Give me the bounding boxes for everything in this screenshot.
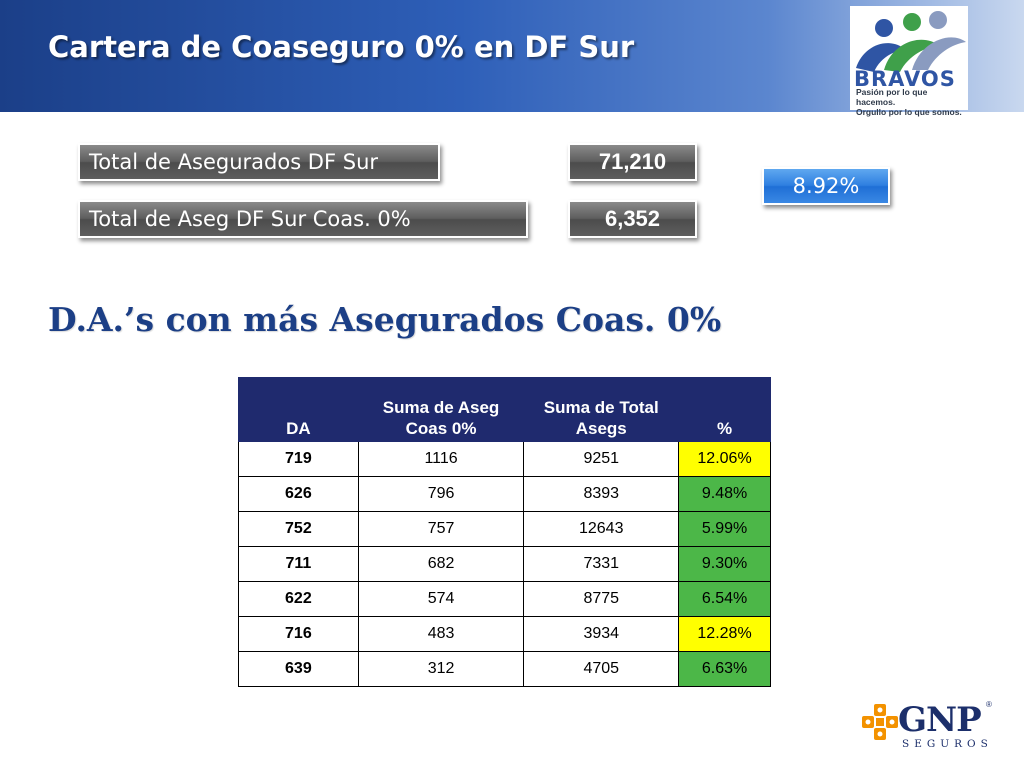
cell-coas: 574 xyxy=(357,581,525,617)
total-asegurados-value: 71,210 xyxy=(598,149,667,174)
bravos-people-icon: BRAVOS xyxy=(854,11,966,91)
total-asegurados-label: Total de Asegurados DF Sur xyxy=(89,150,379,174)
col-header-suma-total: Suma de Total Asegs xyxy=(523,377,680,442)
aseg-coas-label-box: Total de Aseg DF Sur Coas. 0% xyxy=(78,200,528,238)
cell-pct: 5.99% xyxy=(678,511,771,547)
table-header-row: DA Suma de Aseg Coas 0% Suma de Total As… xyxy=(238,377,771,442)
slide-title: Cartera de Coaseguro 0% en DF Sur xyxy=(48,30,635,64)
total-asegurados-value-box: 71,210 xyxy=(568,143,697,181)
gnp-registered-mark: ® xyxy=(986,700,992,709)
cell-total: 8393 xyxy=(523,476,680,512)
cell-coas: 757 xyxy=(357,511,525,547)
cell-da: 622 xyxy=(238,581,359,617)
aseg-coas-label: Total de Aseg DF Sur Coas. 0% xyxy=(89,207,411,231)
table-row: 716 483 3934 12.28% xyxy=(238,616,771,652)
cell-pct: 12.28% xyxy=(678,616,771,652)
gnp-seguros: SEGUROS xyxy=(902,738,993,750)
cell-total: 4705 xyxy=(523,651,680,687)
slide-header: Cartera de Coaseguro 0% en DF Sur BRAVOS… xyxy=(0,0,1024,117)
col-header-suma-total-line-1: Suma de Total xyxy=(543,398,659,417)
table-row: 626 796 8393 9.48% xyxy=(238,476,771,512)
gnp-logo: GNP ® SEGUROS xyxy=(848,686,1024,768)
col-header-suma-total-line-2: Asegs xyxy=(575,419,627,438)
table-row: 752 757 12643 5.99% xyxy=(238,511,771,547)
col-header-suma-aseg: Suma de Aseg Coas 0% xyxy=(357,377,525,442)
cell-da: 639 xyxy=(238,651,359,687)
cell-da: 752 xyxy=(238,511,359,547)
cell-coas: 796 xyxy=(357,476,525,512)
cell-da: 716 xyxy=(238,616,359,652)
cell-pct: 9.30% xyxy=(678,546,771,582)
aseg-coas-value: 6,352 xyxy=(604,206,661,231)
table-row: 711 682 7331 9.30% xyxy=(238,546,771,582)
col-header-suma-aseg-line-1: Suma de Aseg xyxy=(382,398,500,417)
table-row: 622 574 8775 6.54% xyxy=(238,581,771,617)
aseg-coas-value-box: 6,352 xyxy=(568,200,697,238)
cell-total: 7331 xyxy=(523,546,680,582)
percent-value: 8.92% xyxy=(792,174,860,198)
section-title: D.A.’s con más Asegurados Coas. 0% xyxy=(48,300,722,339)
cell-total: 8775 xyxy=(523,581,680,617)
da-table: DA Suma de Aseg Coas 0% Suma de Total As… xyxy=(238,377,771,687)
cell-total: 9251 xyxy=(523,441,680,477)
percent-badge: 8.92% xyxy=(762,167,890,205)
cell-total: 12643 xyxy=(523,511,680,547)
bravos-tagline: Pasión por lo que hacemos. Orgullo por l… xyxy=(856,87,966,117)
cell-coas: 312 xyxy=(357,651,525,687)
bravos-tagline-line-1: Pasión por lo que hacemos. xyxy=(856,87,928,107)
col-header-suma-aseg-line-2: Coas 0% xyxy=(405,419,477,438)
gnp-flower-icon xyxy=(862,704,898,740)
table-row: 639 312 4705 6.63% xyxy=(238,651,771,687)
bravos-tagline-line-2: Orgullo por lo que somos. xyxy=(856,107,962,117)
cell-pct: 12.06% xyxy=(678,441,771,477)
cell-pct: 6.54% xyxy=(678,581,771,617)
cell-da: 626 xyxy=(238,476,359,512)
total-asegurados-label-box: Total de Asegurados DF Sur xyxy=(78,143,440,181)
svg-text:BRAVOS: BRAVOS xyxy=(854,67,956,91)
table-row: 719 1116 9251 12.06% xyxy=(238,441,771,477)
cell-da: 711 xyxy=(238,546,359,582)
cell-coas: 1116 xyxy=(357,441,525,477)
bravos-logo: BRAVOS Pasión por lo que hacemos. Orgull… xyxy=(850,6,968,117)
cell-pct: 9.48% xyxy=(678,476,771,512)
cell-coas: 483 xyxy=(357,616,525,652)
gnp-wordmark: GNP xyxy=(898,700,982,740)
cell-pct: 6.63% xyxy=(678,651,771,687)
col-header-pct: % xyxy=(678,377,771,442)
cell-total: 3934 xyxy=(523,616,680,652)
col-header-da: DA xyxy=(238,377,359,442)
cell-coas: 682 xyxy=(357,546,525,582)
cell-da: 719 xyxy=(238,441,359,477)
